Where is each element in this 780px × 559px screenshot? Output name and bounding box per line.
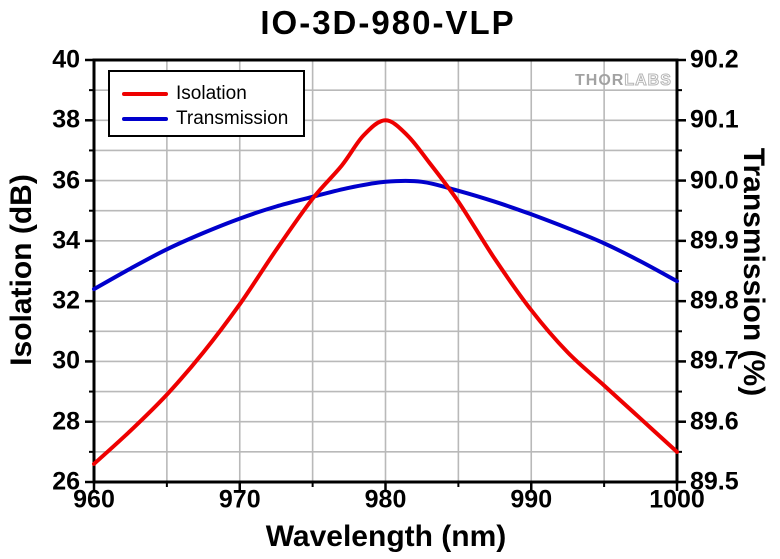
x-tick-label: 970 — [218, 485, 261, 514]
y-right-tick-label: 89.7 — [690, 346, 739, 375]
legend-label-isolation: Isolation — [176, 82, 247, 104]
y-axis-title-right: Transmission (%) — [737, 147, 770, 397]
y-left-tick-label: 40 — [52, 45, 80, 74]
legend-item-transmission: Transmission — [122, 106, 303, 131]
legend: Isolation Transmission — [108, 70, 305, 137]
y-left-tick-label: 30 — [52, 346, 80, 375]
y-right-tick-label: 90.0 — [690, 166, 739, 195]
y-right-tick-label: 89.6 — [690, 407, 739, 436]
x-tick-label: 980 — [364, 485, 407, 514]
transmission-curve — [92, 178, 679, 292]
isolation-curve — [92, 118, 679, 466]
x-tick-label: 960 — [73, 485, 115, 514]
legend-label-transmission: Transmission — [176, 107, 289, 129]
legend-swatch-isolation — [122, 91, 168, 96]
y-left-tick-label: 28 — [52, 407, 80, 436]
y-right-tick-label: 90.1 — [690, 105, 739, 134]
chart-title: IO-3D-980-VLP — [260, 4, 516, 41]
y-axis-title-left: Isolation (dB) — [5, 174, 38, 366]
x-tick-label: 1000 — [649, 485, 705, 514]
x-axis-title: Wavelength (nm) — [265, 520, 507, 553]
watermark-thor: THOR — [575, 72, 625, 89]
y-right-tick-label: 89.8 — [690, 286, 739, 315]
legend-swatch-transmission — [122, 116, 168, 121]
y-left-tick-label: 36 — [52, 166, 80, 195]
y-left-tick-label: 26 — [52, 467, 80, 496]
y-left-tick-label: 38 — [52, 105, 80, 134]
y-left-tick-label: 34 — [52, 226, 80, 255]
thorlabs-watermark: THORLABS — [575, 72, 672, 90]
y-right-tick-label: 89.5 — [690, 467, 739, 496]
y-right-tick-label: 89.9 — [690, 226, 739, 255]
x-tick-label: 990 — [510, 485, 553, 514]
watermark-labs: LABS — [624, 72, 672, 90]
y-left-tick-label: 32 — [52, 286, 80, 315]
y-right-tick-label: 90.2 — [690, 45, 739, 74]
legend-item-isolation: Isolation — [122, 81, 303, 106]
